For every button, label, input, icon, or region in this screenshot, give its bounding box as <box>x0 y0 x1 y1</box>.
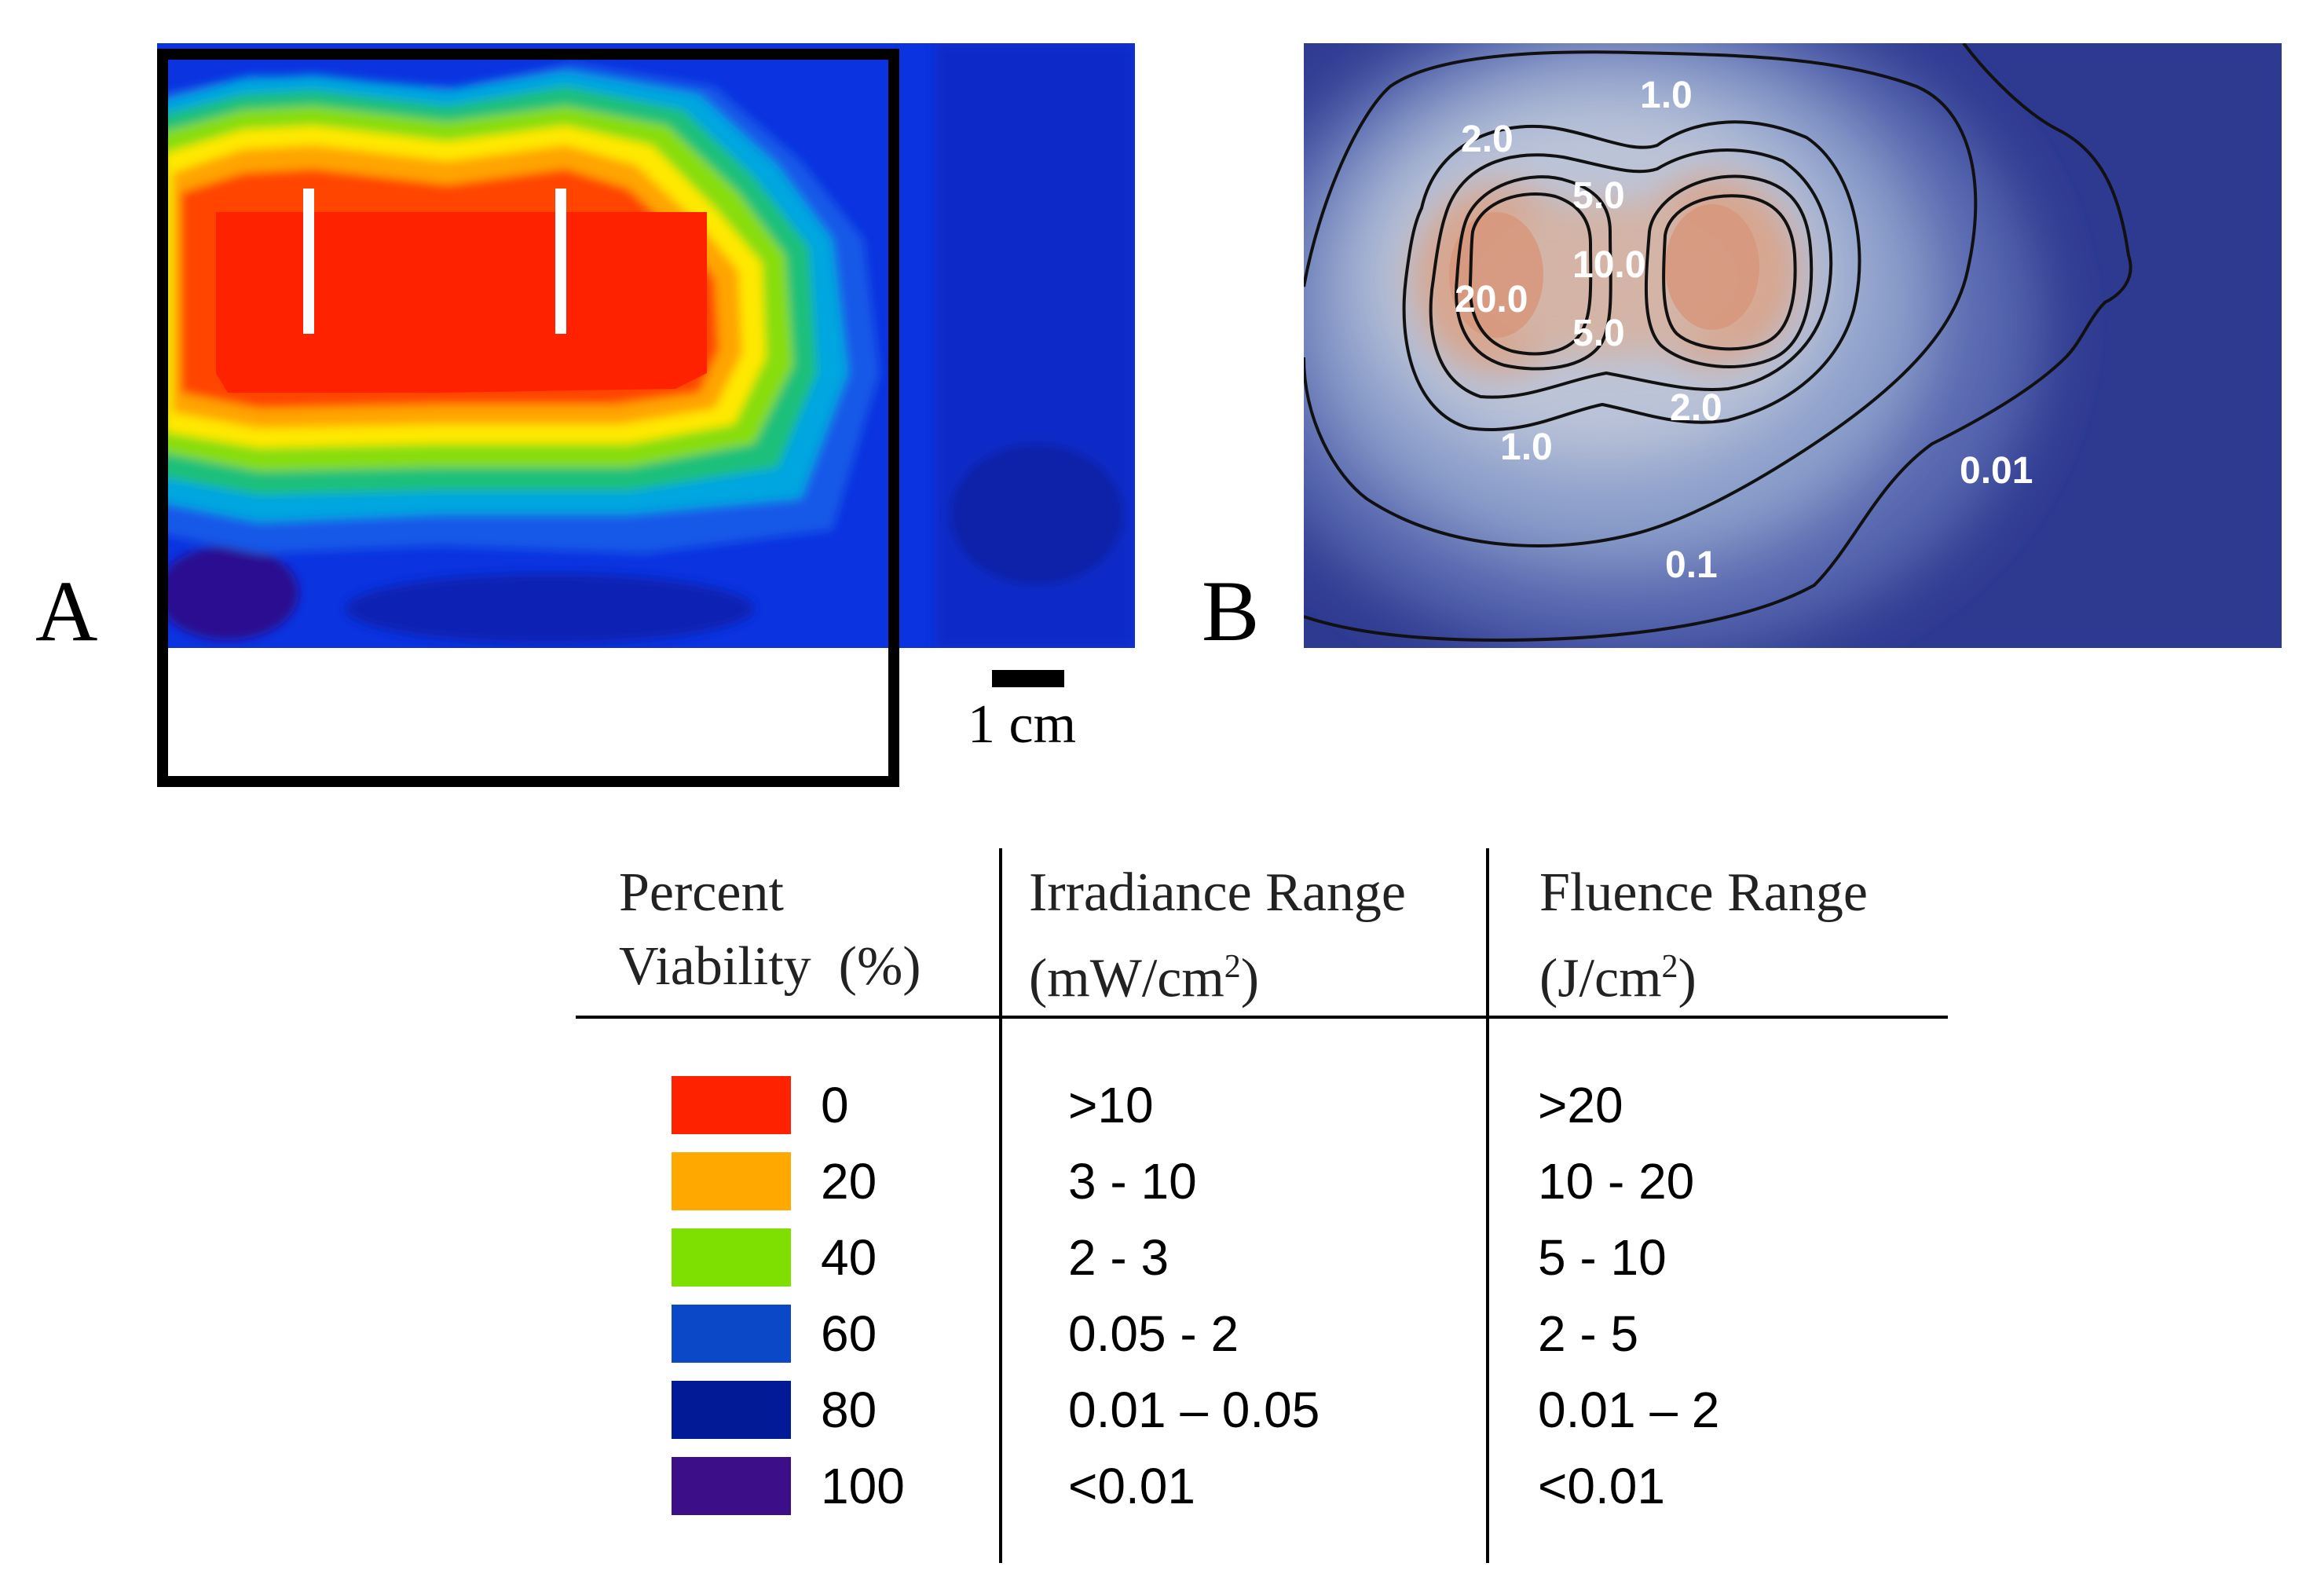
legend-viability-value: 0 <box>821 1077 849 1133</box>
fluence-contour-map: 1.0 2.0 5.0 10.0 20.0 5.0 2.0 1.0 0.01 0… <box>1304 43 2282 648</box>
panel-a-label: A <box>35 563 98 659</box>
legend-irradiance-value: 0.05 - 2 <box>1068 1305 1239 1362</box>
legend-swatch <box>672 1228 791 1287</box>
legend-irradiance-value: 0.01 – 0.05 <box>1068 1382 1320 1438</box>
table-header-rule <box>576 1016 1948 1019</box>
legend-irradiance-value: 3 - 10 <box>1068 1153 1197 1210</box>
scale-bar-label: 1 cm <box>968 694 1077 755</box>
legend-viability-value: 100 <box>821 1458 905 1514</box>
contour-label: 0.01 <box>1960 450 2033 492</box>
contour-label: 0.1 <box>1665 544 1718 586</box>
header-viability: Percent Viability (%) <box>619 856 921 1004</box>
viability-heatmap <box>157 43 1135 648</box>
header-viability-line2: Viability (%) <box>619 936 921 997</box>
legend-fluence-value: 0.01 – 2 <box>1538 1382 1720 1438</box>
contour-label: 20.0 <box>1455 279 1528 320</box>
header-fluence-line1: Fluence Range <box>1539 862 1868 923</box>
header-fluence: Fluence Range (J/cm2) <box>1539 856 1868 1016</box>
header-irradiance-line1: Irradiance Range <box>1029 862 1406 923</box>
legend-swatch <box>672 1152 791 1210</box>
header-fluence-line2: (J/cm2) <box>1539 948 1697 1009</box>
contour-label: 1.0 <box>1500 426 1553 468</box>
header-viability-line1: Percent <box>619 862 784 923</box>
contour-lines <box>1304 43 2132 642</box>
legend-swatch <box>672 1457 791 1515</box>
legend-swatch <box>672 1076 791 1134</box>
light-source-marker-right <box>555 189 566 334</box>
contour-labels: 1.0 2.0 5.0 10.0 20.0 5.0 2.0 1.0 0.01 0… <box>1455 75 2033 586</box>
legend-fluence-value: <0.01 <box>1538 1458 1665 1514</box>
panel-a-frame <box>157 49 899 787</box>
legend-viability-value: 80 <box>821 1382 877 1438</box>
legend-irradiance-value: 2 - 3 <box>1068 1229 1169 1286</box>
legend-swatch <box>672 1305 791 1363</box>
contour-label: 5.0 <box>1572 313 1625 354</box>
contour-label: 2.0 <box>1670 387 1722 429</box>
contour-label: 10.0 <box>1572 244 1645 286</box>
table-column-divider-1 <box>999 848 1002 1563</box>
header-irradiance-line2: (mW/cm2) <box>1029 948 1260 1009</box>
panel-a-blank-area <box>167 648 895 780</box>
contour-label: 2.0 <box>1461 119 1514 160</box>
contour-label: 1.0 <box>1640 75 1693 116</box>
legend-swatch <box>672 1381 791 1439</box>
legend-viability-value: 60 <box>821 1305 877 1362</box>
table-column-divider-2 <box>1486 848 1489 1563</box>
light-source-marker-left <box>303 189 314 334</box>
legend-viability-value: 20 <box>821 1153 877 1210</box>
legend-fluence-value: 2 - 5 <box>1538 1305 1639 1362</box>
legend-fluence-value: 5 - 10 <box>1538 1229 1667 1286</box>
legend-irradiance-value: >10 <box>1068 1077 1154 1133</box>
panel-b-label: B <box>1202 563 1260 659</box>
legend-viability-value: 40 <box>821 1229 877 1286</box>
heatmap-treatment-zone <box>216 212 707 393</box>
contour-label: 5.0 <box>1572 175 1625 217</box>
legend-fluence-value: 10 - 20 <box>1538 1153 1695 1210</box>
legend-fluence-value: >20 <box>1538 1077 1623 1133</box>
legend-irradiance-value: <0.01 <box>1068 1458 1195 1514</box>
scale-bar <box>992 670 1064 687</box>
header-irradiance: Irradiance Range (mW/cm2) <box>1029 856 1406 1016</box>
